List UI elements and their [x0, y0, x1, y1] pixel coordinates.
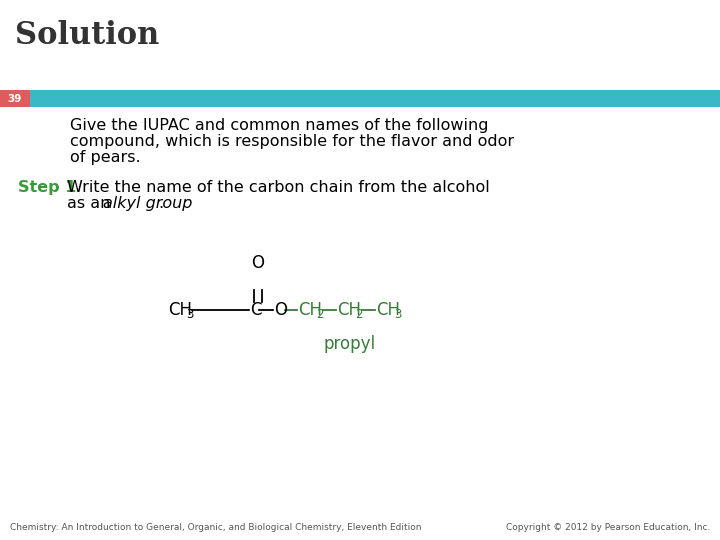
Text: 3: 3 [186, 308, 194, 321]
Text: O: O [251, 254, 264, 272]
Text: .: . [158, 196, 163, 211]
Text: Chemistry: An Introduction to General, Organic, and Biological Chemistry, Eleven: Chemistry: An Introduction to General, O… [10, 523, 421, 532]
Text: propyl: propyl [324, 335, 376, 353]
Text: O: O [274, 301, 287, 319]
Text: C: C [250, 301, 261, 319]
Text: Copyright © 2012 by Pearson Education, Inc.: Copyright © 2012 by Pearson Education, I… [505, 523, 710, 532]
Text: Write the name of the carbon chain from the alcohol: Write the name of the carbon chain from … [67, 180, 490, 195]
Text: of pears.: of pears. [70, 150, 140, 165]
Bar [0, 90, 720, 107]
Text: alkyl group: alkyl group [103, 196, 192, 211]
Text: CH: CH [168, 301, 192, 319]
Text: 2: 2 [316, 308, 323, 321]
Text: 39: 39 [8, 93, 22, 104]
Text: as an: as an [67, 196, 115, 211]
Bar [0, 90, 30, 107]
Text: CH: CH [298, 301, 322, 319]
Text: 2: 2 [355, 308, 362, 321]
Text: compound, which is responsible for the flavor and odor: compound, which is responsible for the f… [70, 134, 514, 149]
Text: CH: CH [337, 301, 361, 319]
Text: Give the IUPAC and common names of the following: Give the IUPAC and common names of the f… [70, 118, 488, 133]
Text: Step 1: Step 1 [18, 180, 76, 195]
Text: Solution: Solution [15, 20, 159, 51]
Text: CH: CH [376, 301, 400, 319]
Text: 3: 3 [394, 308, 401, 321]
